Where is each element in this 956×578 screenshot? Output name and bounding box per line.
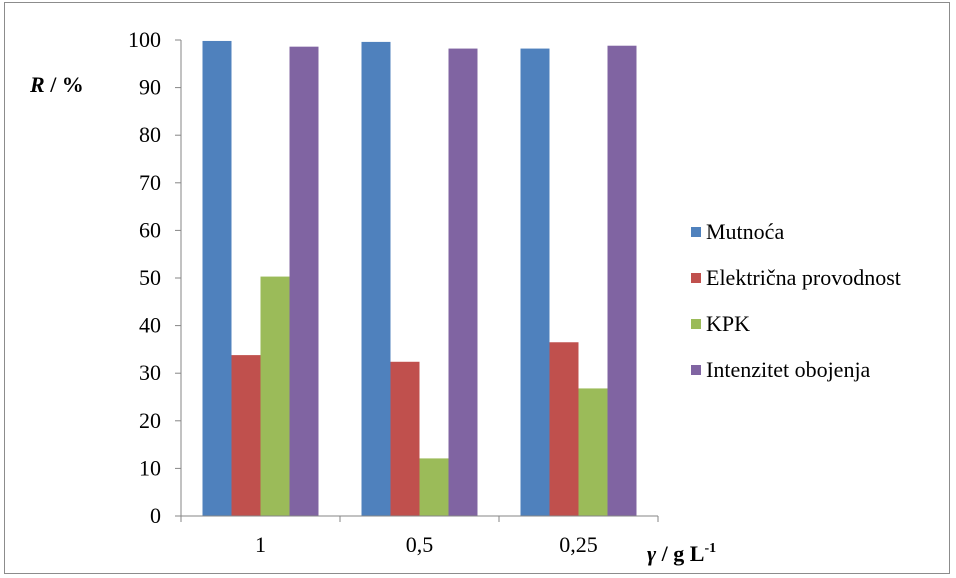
bar (361, 41, 391, 517)
legend-label: Mutnoća (706, 219, 784, 244)
y-tick-label: 60 (139, 217, 161, 242)
bar (260, 276, 290, 516)
legend-swatch (691, 319, 701, 329)
y-tick-label: 70 (139, 170, 161, 195)
y-tick-label: 90 (139, 75, 161, 100)
x-tick-label: 1 (255, 532, 266, 557)
x-tick-label: 0,25 (559, 532, 598, 557)
y-axis-title: R / % (29, 72, 84, 97)
x-tick-label: 0,5 (406, 532, 434, 557)
bar (448, 48, 478, 517)
legend: Mutnoća Električna provodnost KPK Intenzite… (691, 219, 901, 382)
bar (520, 48, 550, 517)
legend-label: KPK (706, 311, 750, 336)
x-ticks-group: 1 0,5 0,25 (180, 516, 659, 557)
bar (578, 388, 608, 516)
bar (202, 40, 232, 517)
bar (390, 361, 420, 516)
y-tick-label: 20 (139, 408, 161, 433)
bar (289, 46, 319, 516)
y-tick-label: 80 (139, 122, 161, 147)
y-tick-label: 50 (139, 265, 161, 290)
bar (231, 355, 261, 516)
y-tick-label: 30 (139, 360, 161, 385)
y-tick-label: 0 (150, 503, 161, 528)
legend-label: Električna provodnost (706, 265, 901, 290)
legend-swatch (691, 273, 701, 283)
bar (419, 458, 449, 516)
y-tick-label: 100 (128, 27, 161, 52)
bars-group (202, 40, 637, 517)
legend-label: Intenzitet obojenja (706, 357, 871, 382)
bar (607, 45, 637, 516)
y-tick-label: 10 (139, 455, 161, 480)
y-ticks-group: 0 10 20 30 40 50 60 70 80 90 100 (128, 27, 181, 528)
y-tick-label: 40 (139, 313, 161, 338)
x-axis-title: γ / g L-1 (647, 541, 716, 566)
bar (549, 342, 579, 516)
legend-swatch (691, 365, 701, 375)
legend-swatch (691, 227, 701, 237)
